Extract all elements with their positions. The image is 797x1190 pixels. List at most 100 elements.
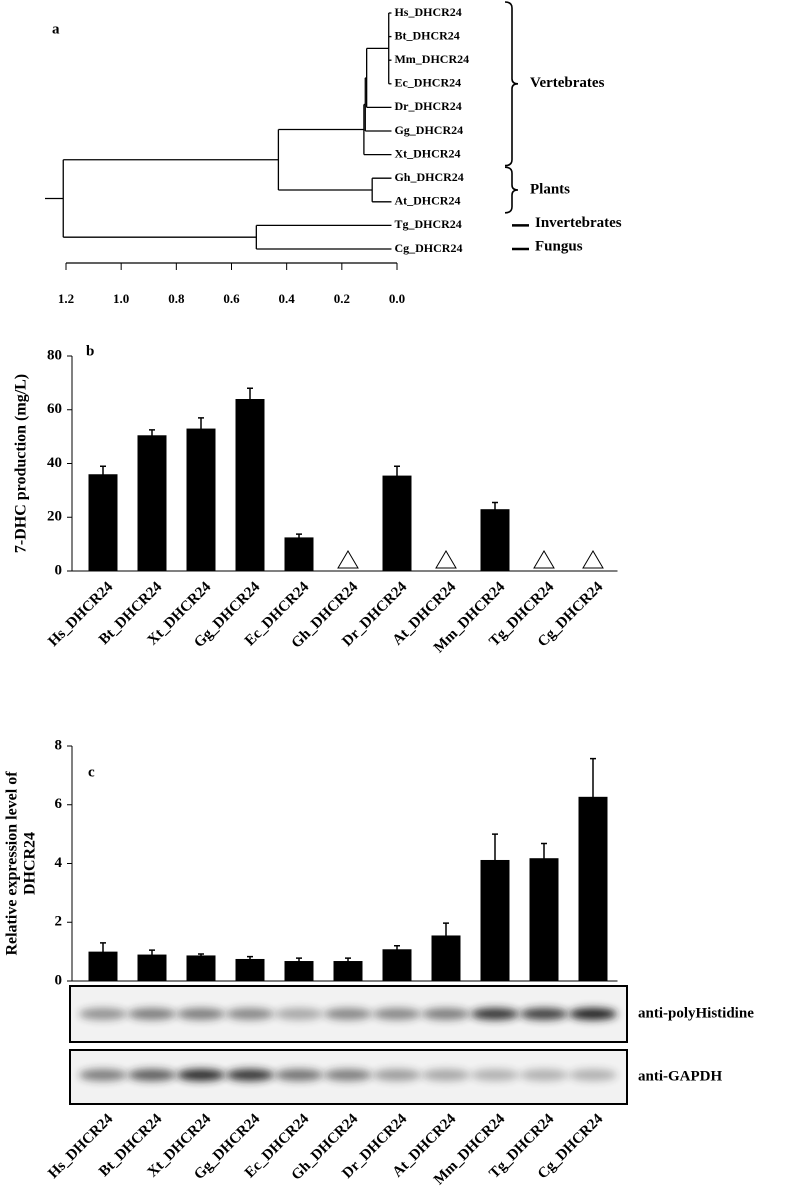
y-tick-label: 4 [55,855,63,871]
error-bar [443,922,449,949]
not-detected-marker [582,550,604,569]
blot-band [177,1069,225,1081]
not-detected-marker [337,550,359,569]
leaf-label: Xt_DHCR24 [394,146,460,160]
blot-band [373,1008,421,1020]
panel-label: c [88,764,95,780]
error-bar [541,842,547,874]
not-detected-marker [435,550,457,569]
bar [284,537,314,571]
leaf-label: At_DHCR24 [394,194,460,208]
group-bracket [504,1,519,167]
bar [186,955,216,981]
bar [382,949,412,981]
blot-band [520,1008,568,1020]
x-tick-label: 0.6 [223,291,240,306]
x-tick-label: 0.0 [389,291,405,306]
blot-band [422,1069,470,1081]
blot-band [471,1069,519,1081]
blot-band [373,1069,421,1081]
not-detected-marker [533,550,555,569]
y-tick-label: 8 [55,737,63,753]
blot-band [128,1069,176,1081]
error-bar [394,945,400,954]
x-tick-label: 1.2 [58,291,74,306]
error-bar [345,957,351,965]
leaf-label: Ec_DHCR24 [394,76,461,90]
y-tick-label: 6 [55,796,63,812]
blot-band [422,1008,470,1020]
blot-band [79,1008,127,1020]
error-bar [149,949,155,960]
blot-band [569,1069,617,1081]
blot-label: anti-GAPDH [638,1068,722,1084]
y-tick-label: 0 [55,562,63,578]
panel-label: b [86,343,94,359]
y-axis-title: DHCR24 [22,832,39,895]
blot-band [226,1008,274,1020]
y-tick-label: 0 [55,972,63,988]
blot-band [226,1069,274,1081]
leaf-label: Bt_DHCR24 [394,28,459,42]
y-tick-label: 20 [47,509,62,525]
leaf-label: Gh_DHCR24 [394,170,463,184]
blot-band [569,1008,617,1020]
bar [235,399,265,571]
leaf-label: Dr_DHCR24 [394,99,461,113]
blot-band [324,1008,372,1020]
y-tick-label: 60 [47,401,62,417]
error-bar [394,465,400,486]
bar [529,858,559,981]
y-tick-label: 40 [47,455,62,471]
bar [186,428,216,571]
group-bracket [504,166,519,214]
error-bar [492,833,498,887]
y-axis-title: Relative expression level of [4,771,21,956]
bar [235,958,265,981]
blot-band [177,1008,225,1020]
blot-band [324,1069,372,1081]
panel-label: a [52,21,60,37]
blot-band [471,1008,519,1020]
bar [88,474,118,571]
error-bar [247,955,253,963]
error-bar [100,942,106,962]
y-axis-title: 7-DHC production (mg/L) [13,374,30,553]
blot-band [275,1069,323,1081]
bar [333,961,363,981]
leaf-label: Tg_DHCR24 [394,217,461,231]
error-bar [198,417,204,441]
leaf-label: Mm_DHCR24 [394,52,469,66]
y-tick-label: 2 [55,914,63,930]
y-tick-label: 80 [47,347,62,363]
blot-band [520,1069,568,1081]
x-tick-label: 0.2 [334,291,350,306]
error-bar [296,957,302,965]
error-bar [198,953,204,958]
error-bar [590,757,596,836]
blot-band [128,1008,176,1020]
x-tick-label: 0.8 [168,291,185,306]
blot-band [275,1008,323,1020]
x-tick-label: 1.0 [113,291,129,306]
error-bar [492,501,498,517]
error-bar [100,465,106,484]
blot-label: anti-polyHistidine [638,1005,754,1021]
error-bar [247,387,253,411]
group-label: Vertebrates [530,75,605,91]
bar [137,435,167,571]
bar [284,961,314,981]
group-label: Fungus [535,238,583,254]
error-bar [149,429,155,442]
group-label: Plants [530,181,570,197]
bar [382,475,412,571]
group-label: Invertebrates [535,215,622,231]
leaf-label: Hs_DHCR24 [394,5,461,19]
bar [480,509,510,571]
leaf-label: Gg_DHCR24 [394,123,463,137]
error-bar [296,533,302,542]
leaf-label: Cg_DHCR24 [394,241,462,255]
blot-band [79,1069,127,1081]
x-tick-label: 0.4 [279,291,296,306]
